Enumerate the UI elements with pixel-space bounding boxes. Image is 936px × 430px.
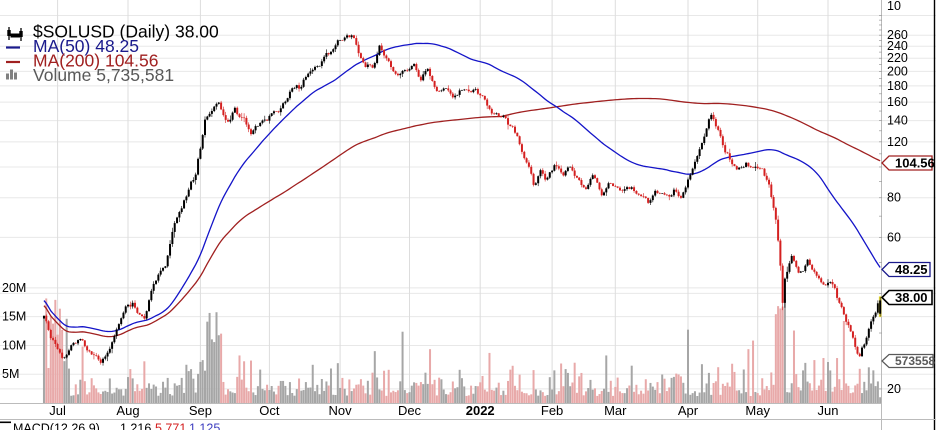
svg-text:10: 10 bbox=[887, 0, 901, 13]
svg-text:5.771: 5.771 bbox=[155, 421, 190, 430]
svg-text:1.125: 1.125 bbox=[189, 421, 220, 430]
svg-text:120: 120 bbox=[887, 135, 908, 149]
svg-text:Jul: Jul bbox=[49, 403, 66, 418]
svg-text:220: 220 bbox=[887, 51, 908, 65]
svg-text:Feb: Feb bbox=[541, 403, 563, 418]
svg-text:2022: 2022 bbox=[466, 403, 495, 418]
svg-text:15M: 15M bbox=[2, 310, 26, 324]
svg-text:5M: 5M bbox=[2, 367, 19, 381]
svg-text:Sep: Sep bbox=[189, 403, 212, 418]
svg-text:80: 80 bbox=[887, 191, 901, 205]
svg-text:Nov: Nov bbox=[329, 403, 353, 418]
svg-text:573558: 573558 bbox=[895, 354, 935, 368]
svg-text:48.25: 48.25 bbox=[895, 262, 928, 277]
svg-text:38.00: 38.00 bbox=[895, 290, 928, 305]
svg-text:10M: 10M bbox=[2, 338, 26, 352]
svg-text:180: 180 bbox=[887, 79, 908, 93]
svg-text:Jun: Jun bbox=[818, 403, 839, 418]
svg-text:Mar: Mar bbox=[604, 403, 627, 418]
svg-text:104.56: 104.56 bbox=[895, 156, 935, 171]
svg-text:160: 160 bbox=[887, 95, 908, 109]
svg-text:20: 20 bbox=[887, 382, 901, 396]
svg-text:200: 200 bbox=[887, 64, 908, 78]
svg-text:May: May bbox=[745, 403, 770, 418]
svg-text:20M: 20M bbox=[2, 281, 26, 295]
svg-text:140: 140 bbox=[887, 114, 908, 128]
svg-text:Dec: Dec bbox=[398, 403, 422, 418]
svg-text:1.216: 1.216 bbox=[120, 421, 155, 430]
svg-text:MACD(12,26,9): MACD(12,26,9) bbox=[13, 421, 103, 430]
svg-text:60: 60 bbox=[887, 230, 901, 244]
svg-text:Apr: Apr bbox=[678, 403, 699, 418]
svg-text:Volume 5,735,581: Volume 5,735,581 bbox=[33, 65, 174, 85]
svg-text:Oct: Oct bbox=[259, 403, 280, 418]
svg-text:Aug: Aug bbox=[116, 403, 139, 418]
